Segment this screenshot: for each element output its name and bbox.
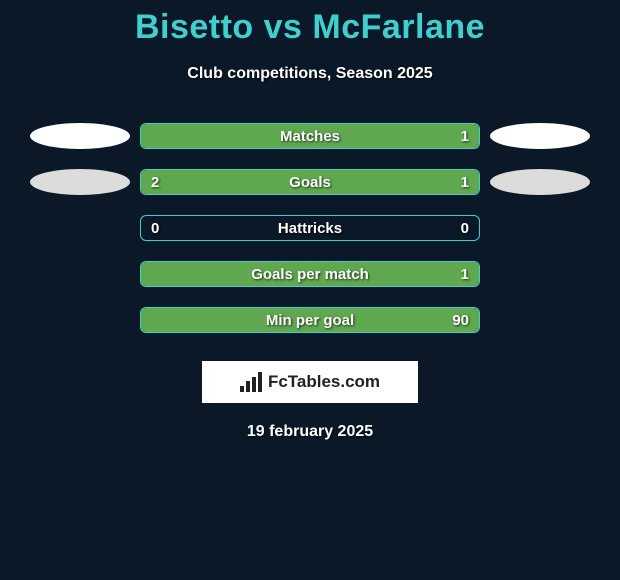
stat-row: Goals per match 1 (0, 261, 620, 287)
stat-value-right: 1 (461, 266, 469, 283)
stat-row: Matches 1 (0, 123, 620, 149)
stat-value-right: 1 (461, 174, 469, 191)
stat-bar: Goals per match 1 (140, 261, 480, 287)
subtitle: Club competitions, Season 2025 (0, 65, 620, 83)
stat-label: Hattricks (278, 220, 342, 237)
stat-value-right: 0 (461, 220, 469, 237)
stat-label: Goals (289, 174, 331, 191)
stat-label: Goals per match (251, 266, 369, 283)
bar-chart-icon (240, 372, 262, 392)
player-ellipse-right (490, 123, 590, 149)
stat-value-left: 0 (151, 220, 159, 237)
stat-bar: Min per goal 90 (140, 307, 480, 333)
stat-value-right: 90 (452, 312, 469, 329)
stat-bar: 2 Goals 1 (140, 169, 480, 195)
stat-bar: 0 Hattricks 0 (140, 215, 480, 241)
stat-bar: Matches 1 (140, 123, 480, 149)
stat-value-left: 2 (151, 174, 159, 191)
stat-label: Matches (280, 128, 340, 145)
player-ellipse-left (30, 169, 130, 195)
comparison-chart: Matches 1 2 Goals 1 0 Hattricks 0 Goals per matc… (0, 123, 620, 333)
page-title: Bisetto vs McFarlane (0, 0, 620, 47)
stat-row: 2 Goals 1 (0, 169, 620, 195)
player-ellipse-left (30, 123, 130, 149)
stat-row: 0 Hattricks 0 (0, 215, 620, 241)
stat-value-right: 1 (461, 128, 469, 145)
stat-label: Min per goal (266, 312, 354, 329)
brand-badge[interactable]: FcTables.com (202, 361, 418, 403)
brand-text: FcTables.com (268, 372, 380, 392)
stat-row: Min per goal 90 (0, 307, 620, 333)
player-ellipse-right (490, 169, 590, 195)
date-text: 19 february 2025 (0, 423, 620, 441)
